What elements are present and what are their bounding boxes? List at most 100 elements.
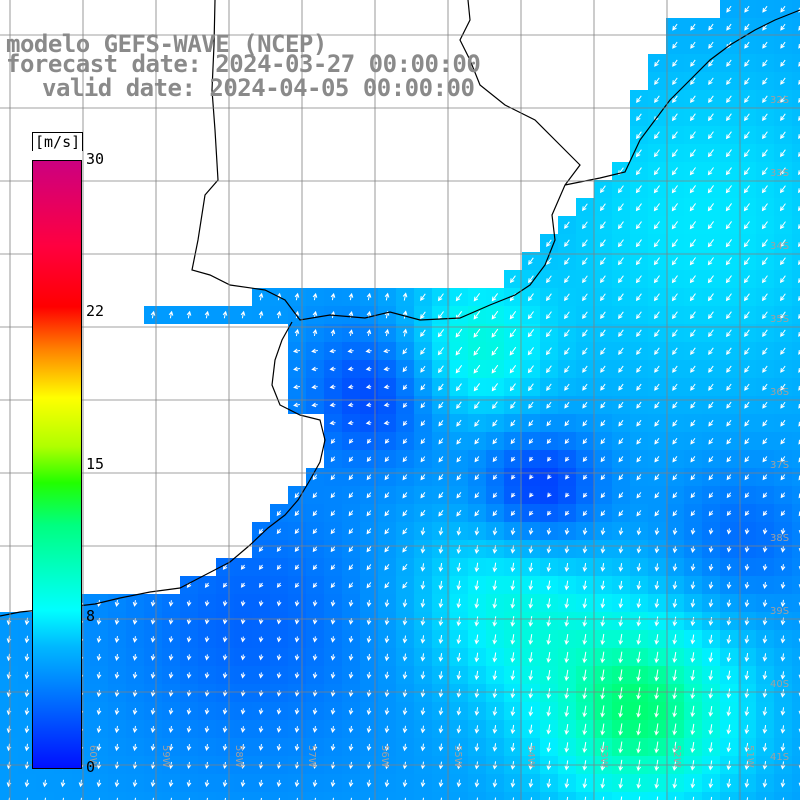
wind-arrow bbox=[690, 705, 696, 718]
wind-arrow bbox=[726, 59, 732, 67]
wind-arrow bbox=[617, 185, 624, 194]
wind-arrow bbox=[312, 582, 318, 589]
wind-arrow bbox=[798, 314, 800, 319]
wind-arrow bbox=[348, 654, 354, 661]
wind-arrow bbox=[476, 797, 479, 800]
wind-arrow bbox=[293, 384, 300, 390]
wind-arrow bbox=[132, 672, 138, 679]
wind-arrow bbox=[582, 311, 588, 320]
wind-cell bbox=[792, 234, 800, 252]
wind-arrow bbox=[150, 600, 156, 607]
wind-arrow bbox=[547, 492, 552, 498]
wind-arrow bbox=[492, 598, 498, 609]
wind-arrow bbox=[744, 41, 750, 49]
wind-arrow bbox=[402, 438, 408, 445]
wind-arrow bbox=[798, 188, 800, 194]
wind-cell bbox=[792, 180, 800, 198]
wind-arrow bbox=[636, 329, 642, 338]
wind-arrow bbox=[222, 564, 228, 570]
wind-arrow bbox=[707, 113, 714, 122]
wind-arrow bbox=[276, 528, 282, 535]
wind-arrow bbox=[438, 616, 444, 627]
wind-arrow bbox=[348, 329, 354, 336]
wind-cell bbox=[792, 792, 800, 800]
wind-arrow bbox=[492, 562, 498, 573]
wind-cell bbox=[504, 792, 522, 800]
wind-arrow bbox=[707, 293, 714, 302]
wind-arrow bbox=[690, 456, 696, 463]
wind-arrow bbox=[726, 528, 732, 535]
wind-arrow bbox=[366, 329, 372, 336]
wind-arrow bbox=[780, 725, 786, 734]
wind-arrow bbox=[743, 167, 750, 176]
wind-arrow bbox=[798, 170, 800, 176]
wind-arrow bbox=[366, 564, 372, 571]
wind-arrow bbox=[708, 365, 714, 373]
wind-arrow bbox=[347, 384, 354, 390]
wind-arrow bbox=[494, 797, 497, 800]
wind-arrow bbox=[455, 383, 462, 392]
wind-arrow bbox=[708, 634, 714, 645]
wind-arrow bbox=[762, 438, 768, 445]
wind-arrow bbox=[564, 742, 570, 753]
wind-arrow bbox=[492, 652, 498, 663]
wind-cell bbox=[180, 792, 198, 800]
wind-arrow bbox=[438, 419, 444, 427]
wind-arrow bbox=[384, 635, 390, 644]
wind-arrow bbox=[420, 402, 426, 409]
wind-arrow bbox=[672, 723, 677, 736]
wind-arrow bbox=[474, 474, 480, 481]
wind-arrow bbox=[402, 545, 408, 553]
wind-arrow bbox=[492, 438, 498, 445]
wind-arrow bbox=[635, 293, 642, 302]
wind-arrow bbox=[780, 653, 786, 662]
wind-arrow bbox=[654, 401, 660, 409]
wind-arrow bbox=[404, 797, 407, 800]
wind-arrow bbox=[438, 456, 444, 463]
wind-arrow bbox=[690, 492, 696, 499]
wind-arrow bbox=[654, 492, 660, 499]
wind-arrow bbox=[420, 779, 426, 788]
wind-arrow bbox=[258, 292, 264, 301]
wind-arrow bbox=[744, 706, 750, 717]
wind-arrow bbox=[420, 707, 426, 716]
wind-arrow bbox=[672, 705, 677, 718]
wind-arrow bbox=[240, 690, 246, 697]
wind-arrow bbox=[672, 41, 678, 49]
wind-arrow bbox=[725, 311, 732, 320]
wind-arrow bbox=[114, 653, 120, 661]
wind-arrow bbox=[222, 600, 228, 607]
wind-arrow bbox=[276, 510, 282, 517]
wind-arrow bbox=[492, 492, 498, 499]
wind-arrow bbox=[474, 492, 480, 499]
wind-arrow bbox=[600, 723, 605, 736]
wind-arrow bbox=[690, 581, 696, 590]
wind-arrow bbox=[636, 419, 642, 427]
wind-arrow bbox=[582, 365, 588, 373]
wind-arrow bbox=[761, 275, 768, 284]
wind-arrow bbox=[492, 706, 498, 717]
wind-cell bbox=[414, 792, 432, 800]
wind-arrow bbox=[222, 582, 228, 588]
wind-arrow bbox=[654, 329, 660, 338]
wind-arrow bbox=[600, 705, 605, 718]
wind-arrow bbox=[545, 347, 552, 356]
wind-arrow bbox=[492, 527, 498, 536]
wind-arrow bbox=[654, 616, 660, 627]
wind-arrow bbox=[456, 616, 462, 627]
wind-arrow bbox=[311, 348, 318, 354]
wind-arrow bbox=[690, 419, 696, 427]
wind-arrow bbox=[600, 651, 606, 664]
wind-arrow bbox=[492, 743, 498, 752]
wind-arrow bbox=[617, 275, 624, 284]
wind-arrow bbox=[294, 690, 300, 697]
wind-cell bbox=[18, 792, 36, 800]
wind-arrow bbox=[134, 797, 136, 800]
wind-cell bbox=[792, 594, 800, 612]
wind-arrow bbox=[240, 654, 246, 661]
wind-arrow bbox=[780, 419, 786, 427]
wind-arrow bbox=[456, 419, 462, 427]
wind-arrow bbox=[222, 636, 228, 643]
wind-arrow bbox=[132, 689, 138, 697]
wind-arrow bbox=[330, 672, 336, 679]
